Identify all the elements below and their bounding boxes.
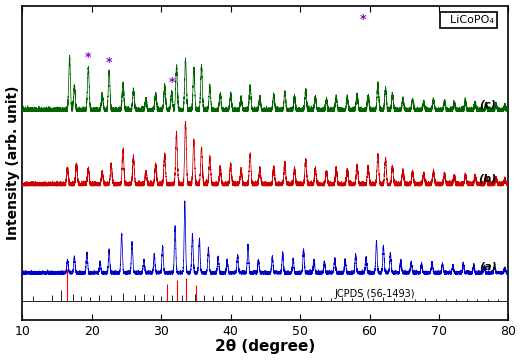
X-axis label: 2θ (degree): 2θ (degree) xyxy=(215,339,315,355)
Text: *: * xyxy=(85,51,91,64)
Text: (c): (c) xyxy=(479,99,496,109)
Text: (a): (a) xyxy=(479,262,496,272)
Text: (b): (b) xyxy=(479,174,497,184)
Text: JCPDS (56-1493): JCPDS (56-1493) xyxy=(335,289,416,299)
Text: LiCoPO₄: LiCoPO₄ xyxy=(443,15,494,25)
Text: *: * xyxy=(360,13,366,26)
Text: *: * xyxy=(106,56,112,69)
Text: *: * xyxy=(169,76,175,89)
Y-axis label: Intensity (arb. unit): Intensity (arb. unit) xyxy=(6,86,19,240)
